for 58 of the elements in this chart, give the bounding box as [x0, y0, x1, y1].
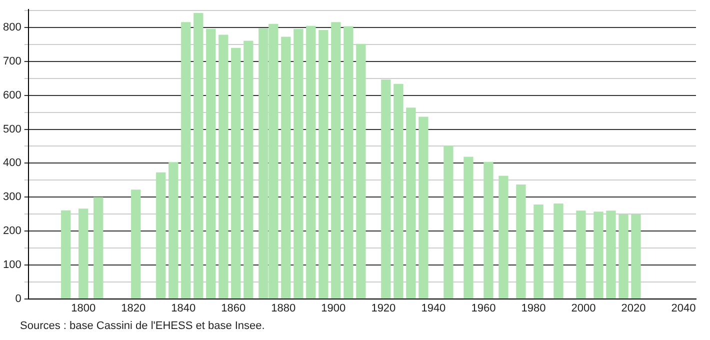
bar: [78, 208, 88, 299]
x-tick-label: 1920: [371, 302, 396, 314]
y-tick-label: 400: [2, 157, 22, 170]
bar: [168, 162, 178, 299]
bar: [206, 28, 216, 299]
bar: [331, 22, 341, 299]
bar: [606, 210, 616, 299]
y-tick-label: 500: [2, 123, 22, 136]
bar: [356, 44, 366, 299]
x-tick-label: 1940: [421, 302, 446, 314]
x-tick-label: 1900: [321, 302, 346, 314]
y-tick-label: 300: [2, 191, 22, 204]
bar: [534, 204, 544, 299]
y-tick-label: 700: [2, 56, 22, 68]
bar: [554, 204, 564, 299]
y-tick-label: 600: [2, 89, 22, 102]
bar: [406, 108, 416, 299]
bar: [394, 84, 404, 299]
bar: [381, 79, 391, 299]
bar: [218, 34, 228, 299]
bar: [618, 214, 628, 299]
bar: [131, 190, 141, 299]
x-tick-label: 1960: [471, 302, 496, 314]
x-tick-label: 1980: [521, 302, 546, 314]
bar: [418, 116, 428, 299]
bar: [61, 210, 71, 299]
y-tick-label: 0: [15, 292, 22, 305]
y-tick-label: 800: [2, 22, 22, 34]
bar: [444, 146, 454, 299]
bar: [516, 184, 526, 299]
bar: [231, 48, 241, 299]
bar: [94, 197, 104, 299]
bar: [281, 36, 291, 299]
x-tick-label: 1800: [71, 302, 96, 314]
y-tick-label: 200: [2, 225, 22, 238]
bar: [498, 176, 508, 299]
source-note: Sources : base Cassini de l'EHESS et base Insee.: [20, 320, 265, 332]
x-tick-label: 2040: [671, 302, 696, 314]
bar: [306, 26, 316, 299]
x-tick-label: 1820: [121, 302, 146, 314]
x-tick-label: 1840: [171, 302, 196, 314]
bar: [464, 156, 474, 299]
x-tick-label: 1880: [271, 302, 296, 314]
bar: [484, 162, 494, 299]
x-tick-label: 2020: [621, 302, 646, 314]
bar: [631, 214, 641, 299]
bar: [318, 30, 328, 299]
y-tick-label: 100: [2, 258, 22, 271]
bar: [294, 28, 304, 299]
bar: [181, 22, 191, 299]
x-tick-label: 2000: [571, 302, 596, 314]
bar: [156, 172, 166, 299]
x-tick-label: 1860: [221, 302, 246, 314]
bar: [576, 210, 586, 299]
bar: [194, 13, 204, 299]
bar: [244, 40, 254, 299]
bar: [594, 212, 604, 299]
bar: [344, 26, 354, 299]
